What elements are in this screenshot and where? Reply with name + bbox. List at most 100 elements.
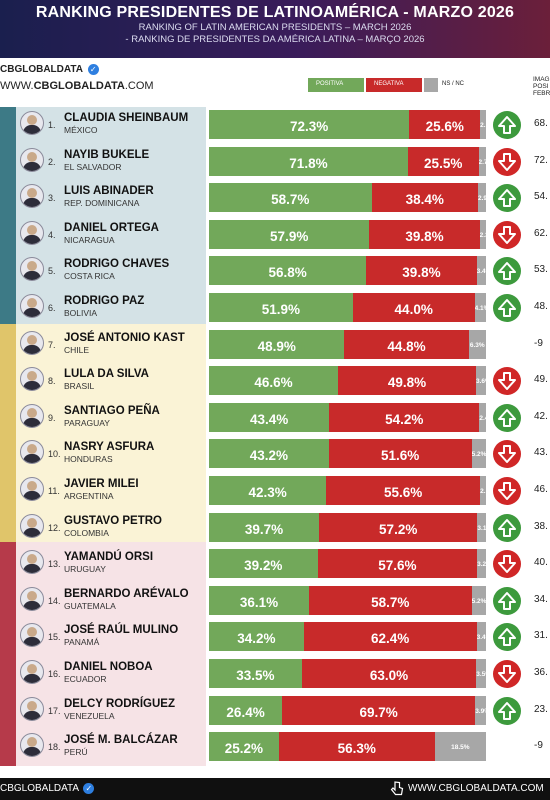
bar-ns-label: 3.4% [476, 634, 486, 642]
avatar-face [27, 151, 37, 162]
bar-positive: 72.3% [209, 110, 410, 139]
header-banner: RANKING PRESIDENTES DE LATINOAMÉRICA - M… [0, 0, 550, 58]
footer-url[interactable]: WWW.CBGLOBALDATA.COM [408, 783, 544, 794]
previous-month-value: 42. [534, 410, 548, 422]
president-country: CHILE [64, 344, 90, 355]
legend-ns-label: NS / NC [442, 81, 465, 87]
chart-row: 18. JOSÉ M. BALCÁZAR PERÚ 25.2% 56.3% 18.5% -9 [0, 729, 550, 763]
previous-month-value: -9 [534, 337, 543, 349]
bar-negative: 58.7% [308, 585, 472, 615]
bar-ns-label: 2.1% [480, 122, 486, 129]
avatar-body [23, 710, 41, 720]
rank-number: 5. [48, 266, 56, 277]
president-country: GUATEMALA [64, 600, 116, 611]
president-avatar [20, 294, 44, 318]
bar-positive-label: 43.2% [249, 448, 288, 464]
avatar-face [27, 188, 37, 199]
president-name: JOSÉ RAÚL MULINO [64, 624, 179, 637]
footer-bar: CBGLOBALDATA ✓ WWW.CBGLOBALDATA.COM [0, 778, 550, 800]
bar-ns: 2.1% [480, 110, 486, 139]
president-avatar [20, 477, 44, 501]
bar-ns-label: 5.2% [471, 597, 486, 605]
bar-positive-label: 46.6% [254, 375, 293, 391]
avatar-body [23, 454, 41, 464]
bar-negative-label: 25.5% [424, 155, 463, 171]
bar-positive: 46.6% [209, 366, 339, 396]
bar-positive-label: 72.3% [289, 119, 329, 134]
chart-row: 10. NASRY ASFURA HONDURAS 43.2% 51.6% 5.2% 43. [0, 436, 550, 470]
avatar-body [23, 234, 41, 244]
bar-negative-label: 56.3% [337, 741, 376, 757]
trend-down-icon [493, 550, 521, 579]
bar-ns-label: 3.6% [476, 378, 486, 386]
legend-ns-swatch [424, 78, 438, 92]
bar-positive: 36.1% [209, 585, 309, 615]
trend-down-icon [493, 477, 521, 505]
bar-ns-label: 2.4% [479, 414, 486, 422]
bar-negative-label: 62.4% [371, 631, 410, 647]
previous-month-value: 34. [534, 593, 548, 605]
bar-negative: 56.3% [278, 732, 435, 762]
rank-number: 8. [48, 376, 56, 387]
avatar-body [23, 417, 41, 427]
avatar-body [23, 491, 41, 500]
url-prefix: WWW. [0, 80, 34, 92]
avatar-face [27, 298, 37, 308]
bar-positive-label: 26.4% [226, 704, 265, 720]
bar-positive-label: 71.8% [289, 155, 328, 171]
bar-positive: 33.5% [209, 659, 302, 688]
president-avatar [20, 550, 44, 575]
bar-positive-label: 58.7% [271, 192, 310, 208]
arrow-down-icon [498, 445, 516, 464]
arrow-up-icon [498, 591, 516, 610]
rank-number: 6. [48, 303, 56, 313]
president-name: NASRY ASFURA [64, 441, 155, 454]
bar-ns-label: 6.3% [469, 341, 485, 349]
verified-badge-icon: ✓ [87, 64, 99, 75]
bar-positive: 39.2% [209, 549, 318, 579]
president-country: PARAGUAY [64, 417, 110, 428]
bar-negative: 54.2% [329, 402, 480, 432]
avatar-body [23, 674, 41, 683]
arrow-down-icon [498, 665, 516, 683]
bar-ns: 2.4% [479, 402, 486, 432]
bar-negative: 39.8% [366, 256, 477, 286]
avatar-face [27, 334, 37, 345]
chart-row: 7. JOSÉ ANTONIO KAST CHILE 48.9% 44.8% 6.3% -9 [0, 327, 550, 361]
president-country: COLOMBIA [64, 527, 109, 538]
bar-ns-label: 3.1% [477, 524, 486, 532]
bar-negative: 38.4% [371, 183, 478, 213]
brand-handle[interactable]: CBGLOBALDATA ✓ [0, 64, 99, 75]
president-name: YAMANDÚ ORSI [64, 551, 154, 564]
avatar-face [27, 627, 37, 638]
president-avatar [20, 147, 44, 172]
arrow-up-icon [498, 189, 516, 208]
president-name: RODRIGO CHAVES [64, 258, 170, 271]
president-country: BOLIVIA [64, 308, 98, 318]
previous-month-value: 38. [534, 520, 548, 532]
avatar-body [23, 308, 41, 317]
avatar-face [27, 444, 37, 455]
previous-month-value: 53. [534, 264, 548, 276]
previous-month-value: -9 [534, 740, 543, 752]
bar-ns: 6.3% [468, 329, 486, 359]
arrow-down-icon [498, 372, 516, 391]
brand-url[interactable]: WWW.CBGLOBALDATA.COM [0, 80, 154, 92]
president-country: VENEZUELA [64, 710, 115, 721]
group-middle-bar [0, 324, 16, 542]
rank-number: 14. [48, 595, 61, 606]
bar-negative: 25.6% [409, 110, 481, 139]
previous-month-value: 23. [534, 703, 548, 715]
previous-month-value: 72. [534, 154, 548, 166]
footer-handle[interactable]: CBGLOBALDATA ✓ [0, 783, 95, 794]
bar-negative-label: 25.6% [425, 119, 464, 134]
bar-ns-label: 2.7% [478, 158, 486, 166]
president-country: ARGENTINA [64, 491, 114, 501]
trend-down-icon [493, 440, 521, 469]
president-name: JOSÉ M. BALCÁZAR [64, 734, 178, 747]
